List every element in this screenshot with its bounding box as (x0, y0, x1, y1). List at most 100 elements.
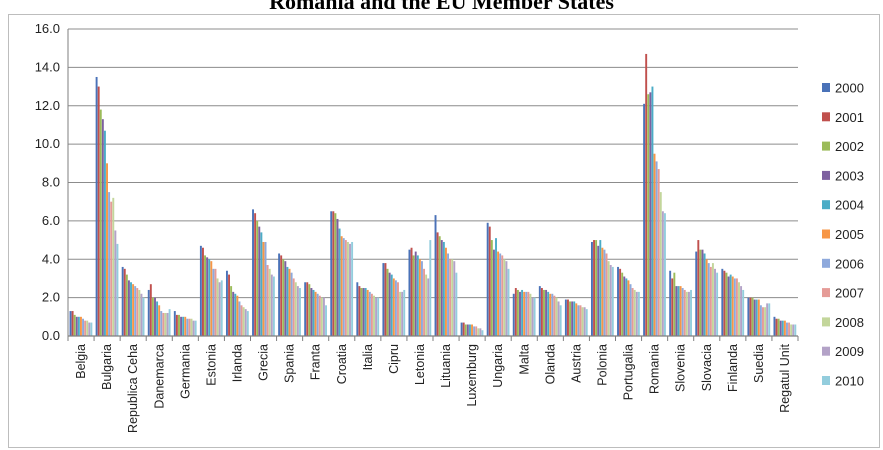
bar (90, 322, 93, 336)
bar (783, 320, 786, 336)
bar (690, 289, 692, 336)
legend-swatch (822, 258, 830, 268)
legend-label: 2006 (835, 256, 864, 271)
legend-swatch (822, 112, 830, 122)
bar (206, 257, 209, 336)
bar (611, 266, 614, 336)
bar (234, 293, 237, 336)
bar (479, 328, 482, 336)
bar (414, 251, 417, 336)
bar (421, 261, 423, 336)
bar (627, 280, 630, 336)
bar (258, 226, 261, 336)
bar (356, 282, 359, 336)
bar (97, 86, 100, 336)
legend-label: 2002 (835, 139, 864, 154)
bar (230, 286, 233, 336)
bar (216, 278, 219, 336)
y-tick-label: 6.0 (42, 213, 60, 228)
bar (401, 291, 404, 336)
bar (240, 305, 243, 336)
bar (386, 268, 389, 336)
gridlines (68, 28, 798, 299)
bar (125, 274, 128, 336)
bar (166, 312, 169, 336)
bar (788, 322, 791, 336)
y-tick-label: 16.0 (35, 21, 60, 36)
bar (147, 289, 150, 336)
bar (711, 263, 714, 336)
bar (503, 259, 506, 336)
bar (168, 309, 171, 336)
bar (473, 326, 476, 336)
bar (158, 305, 161, 336)
bar (581, 307, 584, 336)
bar (757, 299, 760, 336)
y-tick-label: 4.0 (42, 251, 60, 266)
bar (623, 276, 626, 336)
bar (373, 295, 375, 336)
bar (466, 324, 469, 336)
bar (334, 213, 337, 336)
bar (397, 282, 399, 336)
bar (375, 297, 378, 337)
bar (651, 86, 654, 336)
bar (617, 266, 619, 336)
bar (399, 291, 402, 336)
bar (132, 284, 135, 336)
bar (685, 291, 688, 336)
bar (549, 293, 552, 336)
bar (210, 261, 213, 336)
bar (599, 240, 602, 336)
bar (653, 153, 656, 336)
bar (384, 263, 387, 336)
bar (699, 249, 702, 336)
bar (351, 241, 354, 336)
bar (296, 286, 299, 336)
bar (505, 261, 508, 336)
bar (579, 305, 582, 336)
legend-label: 2007 (835, 286, 864, 301)
x-category-label: Grecia (257, 344, 271, 381)
bar (84, 320, 87, 336)
bar (254, 213, 257, 336)
bar (116, 243, 119, 336)
bar (82, 318, 84, 336)
bar (188, 318, 191, 336)
bar (244, 309, 247, 336)
bar (507, 268, 510, 336)
bar (408, 249, 411, 336)
bar (199, 245, 202, 336)
bar (392, 278, 395, 336)
bar (681, 288, 684, 336)
bar (519, 291, 521, 336)
bar (468, 324, 471, 336)
bar (695, 251, 698, 336)
bar (366, 289, 369, 336)
x-category-label: Suedia (752, 344, 766, 383)
x-category-label: Bulgaria (100, 344, 114, 390)
bar (727, 276, 730, 336)
x-category-label: Cipru (387, 344, 401, 374)
bar (669, 270, 672, 336)
bar (360, 288, 363, 336)
bar (721, 268, 724, 336)
bar (601, 247, 604, 336)
bar (777, 318, 780, 336)
legend-swatch (822, 170, 830, 180)
bar (110, 201, 113, 336)
bar (543, 289, 545, 336)
y-tick-label: 0.0 (42, 328, 60, 343)
bar (184, 316, 187, 336)
x-category-label: Lituania (439, 344, 453, 388)
x-category-label: Slovenia (674, 344, 688, 392)
bar (725, 272, 728, 336)
y-tick-label: 10.0 (35, 136, 60, 151)
bar (292, 278, 295, 336)
bar (531, 297, 534, 337)
bar (88, 322, 91, 336)
bar (390, 274, 393, 336)
bar (127, 280, 130, 336)
legend-label: 2000 (835, 81, 864, 96)
bar (377, 297, 380, 337)
